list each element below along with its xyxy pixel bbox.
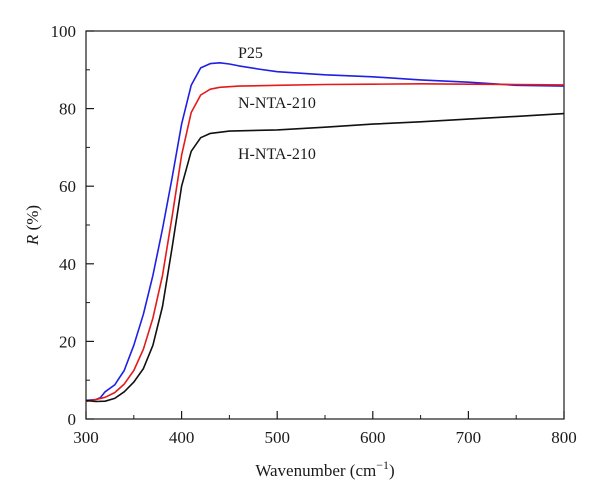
series-line-p25 — [85, 62, 565, 402]
y-axis-title-symbol: R — [23, 234, 42, 246]
tick-labels: 300 400 500 600 700 800 0 20 40 60 80 100 — [51, 22, 577, 447]
x-tick-label: 300 — [73, 428, 99, 447]
x-tick-label: 600 — [360, 428, 386, 447]
series-label-n-nta-210: N-NTA-210 — [238, 95, 316, 112]
series-labels: P25 N-NTA-210 H-NTA-210 — [238, 45, 316, 163]
x-axis-title-superscript: −1 — [376, 458, 389, 472]
y-axis-title: R (%) — [23, 205, 42, 246]
x-axis-title-end: ) — [389, 461, 395, 480]
x-axis-title: Wavenumber (cm−1) — [255, 458, 394, 480]
y-tick-label: 40 — [59, 255, 76, 274]
x-tick-label: 400 — [169, 428, 195, 447]
series-label-p25: P25 — [238, 45, 263, 62]
series-line-h-nta-210 — [85, 112, 565, 403]
y-tick-label: 80 — [59, 100, 76, 119]
series-label-h-nta-210: H-NTA-210 — [238, 146, 316, 163]
x-tick-label: 800 — [551, 428, 577, 447]
y-tick-label: 20 — [59, 332, 76, 351]
x-tick-label: 700 — [456, 428, 482, 447]
x-axis-title-text: Wavenumber (cm — [255, 461, 376, 480]
series-lines — [85, 62, 565, 403]
series-line-n-nta-210 — [85, 83, 565, 403]
y-axis-title-unit: (%) — [23, 205, 42, 235]
axis-ticks — [85, 30, 565, 420]
y-tick-label: 100 — [51, 22, 77, 41]
x-tick-label: 500 — [264, 428, 290, 447]
y-tick-label: 60 — [59, 177, 76, 196]
y-tick-label: 0 — [68, 410, 77, 429]
plot-frame — [85, 30, 565, 420]
